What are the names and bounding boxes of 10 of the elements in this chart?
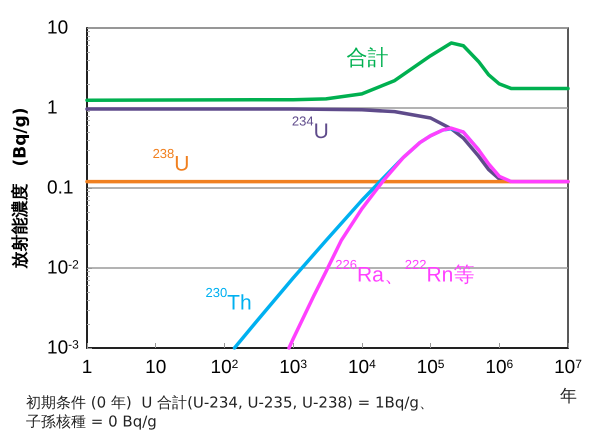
text: 子孫核種 = 0 Bq/g bbox=[26, 412, 157, 430]
x-tick-label: 1 bbox=[82, 357, 92, 378]
y-axis-title: 放射能濃度 (Bq/g) bbox=[10, 107, 30, 270]
text: 初期条件 (0 年) U 合計(U-234, U-235, U-238) = 1Bq/g、 bbox=[26, 394, 434, 412]
y-tick-label: 0.1 bbox=[47, 178, 74, 198]
x-tick-label: 10 bbox=[145, 357, 166, 378]
y-tick-label: 10 bbox=[47, 18, 68, 38]
series-label: 合計 bbox=[346, 46, 389, 70]
x-axis-title: 年 bbox=[560, 386, 577, 406]
y-tick-label: 1 bbox=[47, 98, 58, 118]
